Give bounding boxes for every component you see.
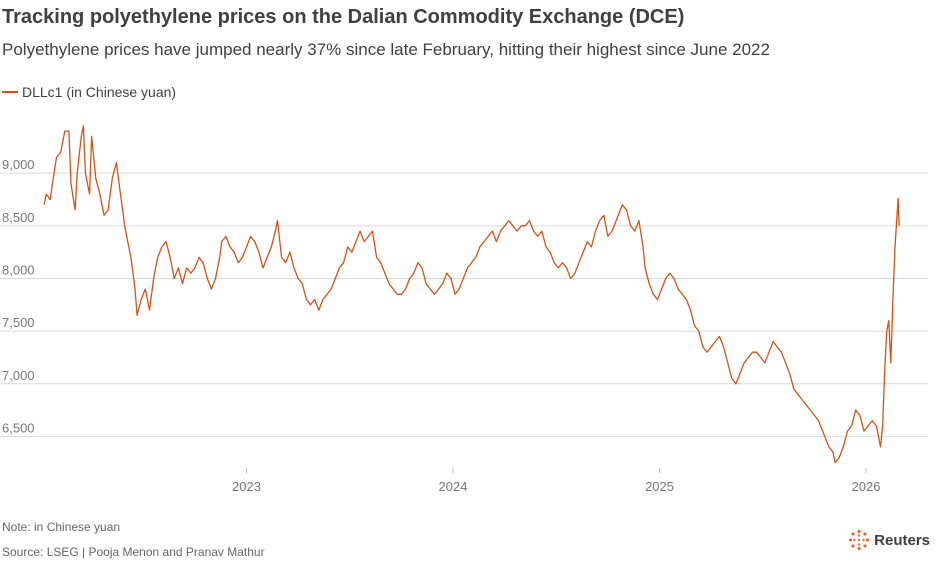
reuters-logo: Reuters <box>848 529 930 551</box>
y-axis-ticks: 6,500 7,000 7,500 8,000 8,500 9,000 <box>2 157 35 435</box>
reuters-logo-text: Reuters <box>874 531 930 549</box>
x-tick-label: 2023 <box>232 479 261 494</box>
legend-label: DLLc1 (in Chinese yuan) <box>22 84 177 100</box>
y-tick-label: 9,000 <box>2 157 35 172</box>
chart-title: Tracking polyethylene prices on the Dali… <box>2 6 685 28</box>
x-tick-label: 2025 <box>645 479 674 494</box>
price-line-series <box>43 125 900 464</box>
x-tick-label: 2026 <box>852 479 881 494</box>
y-tick-label: 7,000 <box>2 368 35 383</box>
x-tick-label: 2024 <box>439 479 468 494</box>
y-tick-label: 7,500 <box>2 315 35 330</box>
chart-subtitle: Polyethylene prices have jumped nearly 3… <box>2 40 770 59</box>
footnote: Note: in Chinese yuan <box>2 520 121 534</box>
x-axis-ticks: 2023 2024 2025 2026 <box>232 468 881 494</box>
reuters-logo-icon <box>849 529 870 551</box>
legend: DLLc1 (in Chinese yuan) <box>2 84 176 100</box>
source-credit: Source: LSEG | Pooja Menon and Pranav Ma… <box>2 545 265 559</box>
y-tick-label: 8,500 <box>2 210 35 225</box>
legend-swatch <box>2 91 18 93</box>
y-tick-label: 8,000 <box>2 262 35 277</box>
y-tick-label: 6,500 <box>2 420 35 435</box>
